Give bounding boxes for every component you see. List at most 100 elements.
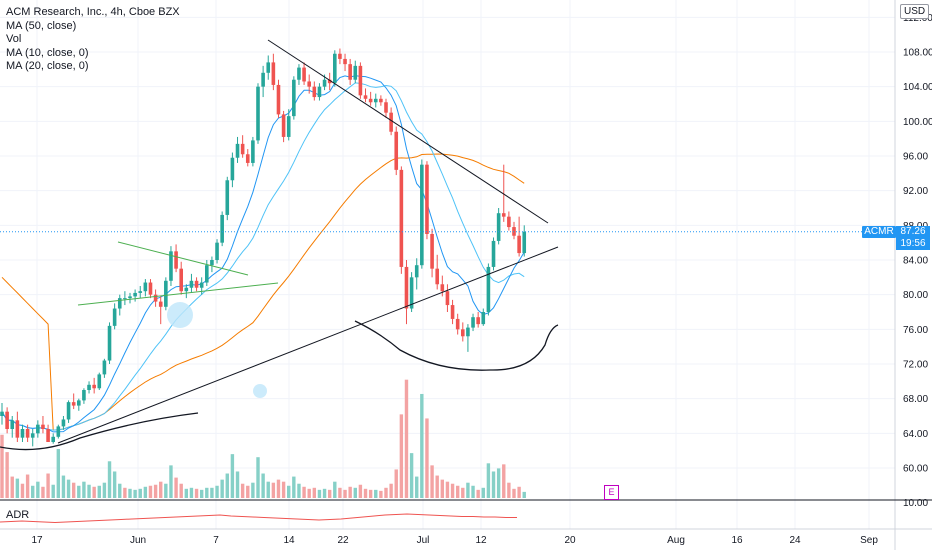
candle-body (286, 116, 291, 137)
volume-bar (31, 485, 35, 498)
candle-body (297, 67, 301, 80)
legend-ma50[interactable]: MA (50, close) (6, 19, 77, 32)
candle-body (399, 169, 404, 267)
ticker-tag: ACMR (862, 226, 896, 238)
volume-bar (51, 484, 55, 498)
volume-bar (368, 489, 373, 498)
candle-body (338, 53, 342, 59)
volume-bar (471, 485, 475, 498)
candle-body (240, 143, 245, 155)
volume-bar (317, 489, 322, 498)
candle-body (10, 420, 15, 429)
volume-bar (297, 483, 301, 498)
price-tick-label: 108.00 (903, 48, 932, 59)
legend-vol[interactable]: Vol (6, 33, 22, 45)
candle-body (107, 325, 112, 361)
price-tick-label: 80.00 (903, 290, 928, 301)
candle-body (466, 327, 470, 337)
candle-body (230, 157, 235, 181)
cup-curve-right (354, 320, 559, 371)
candle-body (445, 291, 450, 306)
volume-bar (169, 465, 173, 498)
legend-ma10[interactable]: MA (10, close, 0) (6, 46, 89, 59)
volume-bar (10, 476, 14, 498)
candle-body (189, 280, 194, 288)
candle-body (317, 86, 322, 98)
volume-bar (251, 482, 255, 498)
volume-bar (61, 475, 66, 498)
last-price-box: 87.26 19:56 (896, 226, 930, 250)
time-tick-label: 14 (283, 535, 295, 546)
adr-label[interactable]: ADR (6, 509, 30, 521)
volume-bar (276, 479, 281, 498)
candle-body (363, 95, 368, 99)
volume-bar (235, 471, 240, 498)
earnings-badge[interactable]: E (604, 485, 619, 500)
candle-body (71, 402, 76, 406)
volume-bar (379, 490, 383, 498)
volume-bar (133, 489, 137, 498)
volume-bar (389, 483, 393, 498)
candle-body (153, 294, 158, 302)
candle-body (25, 429, 30, 438)
volume-bar (507, 482, 511, 498)
candle-body (158, 301, 163, 307)
volume-bar (82, 481, 86, 498)
green-trendline-1 (117, 241, 249, 276)
volume-bar (194, 488, 199, 498)
volume-bar (199, 489, 204, 498)
candle-body (353, 65, 358, 80)
candle-body (112, 308, 117, 326)
price-tick-label: 68.00 (903, 394, 928, 405)
volume-bar (517, 486, 521, 498)
volume-bar (225, 473, 229, 498)
support-trendline (57, 246, 559, 444)
volume-bar (210, 487, 214, 498)
price-tick-label: 60.00 (903, 464, 928, 475)
volume-bar (481, 487, 485, 498)
price-tick-label: 76.00 (903, 325, 928, 336)
candle-body (66, 402, 71, 420)
bar-countdown: 19:56 (900, 238, 926, 249)
volume-bar (184, 488, 189, 498)
volume-bar (179, 483, 183, 498)
candle-body (30, 433, 35, 438)
time-tick-label: 16 (731, 535, 743, 546)
legend-ma20[interactable]: MA (20, close, 0) (6, 60, 89, 72)
candle-body (184, 287, 189, 292)
candle-body (292, 79, 296, 117)
candle-body (245, 154, 250, 163)
volume-bar (502, 464, 506, 498)
candle-body (97, 374, 102, 389)
candle-body (496, 213, 501, 241)
candle-body (461, 329, 465, 337)
grid (0, 0, 895, 529)
candle-body (501, 213, 506, 217)
volume-bar (445, 481, 450, 498)
volume-bar (338, 487, 342, 498)
cup-curve-left (0, 412, 199, 451)
candle-body (128, 296, 132, 299)
volume-bar (327, 489, 332, 498)
candle-body (450, 305, 455, 319)
currency-label[interactable]: USD (900, 4, 930, 19)
volume-bar (138, 488, 142, 498)
volume-bar (266, 481, 270, 498)
candle-body (302, 67, 306, 82)
volume-bar (461, 487, 465, 498)
candle-body (420, 164, 424, 266)
candle-body (348, 64, 352, 80)
volume-bar (420, 393, 424, 498)
candle-body (276, 84, 281, 115)
candle-body (61, 419, 66, 427)
volume-bar (292, 476, 296, 498)
ma10-line (1, 75, 525, 433)
volume-bar (450, 483, 455, 498)
volume-bar (302, 486, 306, 498)
time-tick-label: 7 (213, 535, 219, 546)
volume-bar (107, 461, 112, 498)
volume-bar (409, 453, 414, 498)
volume-bar (36, 481, 40, 498)
candle-body (56, 426, 61, 437)
